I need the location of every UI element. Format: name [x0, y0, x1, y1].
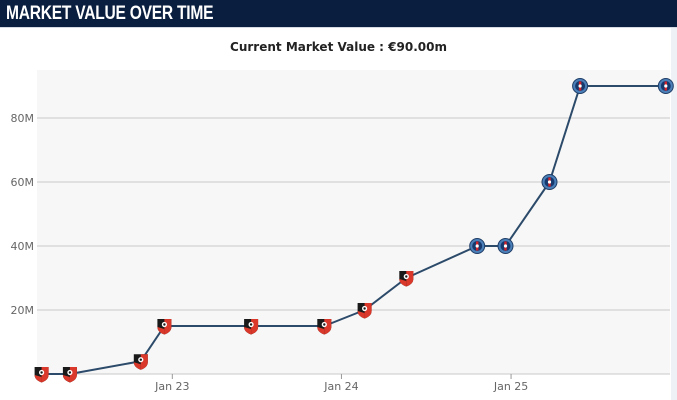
panel-edge: [671, 28, 677, 400]
rennes-crest-icon: [317, 319, 332, 335]
data-point[interactable]: [317, 319, 332, 335]
data-point[interactable]: [34, 367, 49, 383]
y-tick-label: 60M: [11, 176, 35, 189]
section-title: MARKET VALUE OVER TIME: [6, 3, 214, 24]
plot-area: [37, 70, 670, 374]
rennes-crest-icon: [133, 354, 148, 370]
psg-crest-icon: [469, 238, 486, 254]
psg-crest-icon: [657, 78, 674, 94]
rennes-crest-icon: [399, 271, 414, 287]
psg-crest-icon: [572, 78, 589, 94]
data-point[interactable]: [541, 174, 558, 190]
grid-layer: [37, 117, 670, 375]
data-point[interactable]: [157, 319, 172, 335]
section-header: MARKET VALUE OVER TIME: [0, 0, 677, 27]
data-point[interactable]: [657, 78, 674, 94]
rennes-crest-icon: [244, 319, 259, 335]
data-point[interactable]: [133, 354, 148, 370]
data-point[interactable]: [497, 238, 514, 254]
data-point[interactable]: [399, 271, 414, 287]
point-layer: [34, 78, 674, 383]
data-point[interactable]: [572, 78, 589, 94]
rennes-crest-icon: [157, 319, 172, 335]
chart-subtitle: Current Market Value : €90.00m: [230, 40, 447, 54]
data-point[interactable]: [469, 238, 486, 254]
x-tick-label: Jan 24: [323, 380, 358, 393]
y-tick-label: 80M: [11, 112, 35, 125]
header-divider: [0, 27, 677, 28]
axis-layer: 20M 40M 60M 80M Jan 23 Jan 24 Jan 25: [11, 112, 529, 393]
psg-crest-icon: [541, 174, 558, 190]
data-point[interactable]: [357, 303, 372, 319]
y-tick-label: 20M: [11, 304, 35, 317]
psg-crest-icon: [497, 238, 514, 254]
data-point[interactable]: [62, 367, 77, 383]
rennes-crest-icon: [357, 303, 372, 319]
rennes-crest-icon: [34, 367, 49, 383]
rennes-crest-icon: [62, 367, 77, 383]
data-point[interactable]: [244, 319, 259, 335]
x-tick-label: Jan 25: [493, 380, 528, 393]
x-tick-label: Jan 23: [154, 380, 189, 393]
y-tick-label: 40M: [11, 240, 35, 253]
